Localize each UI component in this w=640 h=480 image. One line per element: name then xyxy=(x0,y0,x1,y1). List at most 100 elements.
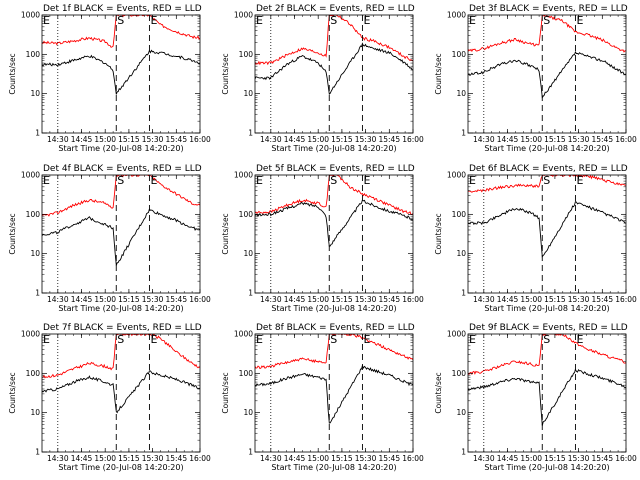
x-tick-label: 15:00 xyxy=(307,295,329,304)
x-tick-label: 15:00 xyxy=(520,454,542,463)
x-tick-label: 14:30 xyxy=(47,454,69,463)
marker-label: S xyxy=(117,14,124,27)
x-tick-label: 15:30 xyxy=(355,295,377,304)
x-tick-label: 16:00 xyxy=(615,454,637,463)
x-tick-label: 14:30 xyxy=(473,135,495,144)
x-tick-label: 15:15 xyxy=(118,295,140,304)
lld-series-line xyxy=(42,15,200,48)
y-tick-label: 1000 xyxy=(447,171,466,180)
x-tick-label: 14:30 xyxy=(473,454,495,463)
marker-label: S xyxy=(543,14,550,27)
x-tick-label: 15:45 xyxy=(378,454,400,463)
marker-label: E xyxy=(150,174,157,187)
chart-title: Det 7f BLACK = Events, RED = LLD xyxy=(43,323,202,333)
chart-title: Det 3f BLACK = Events, RED = LLD xyxy=(469,4,628,14)
lld-series-line xyxy=(255,15,413,66)
x-axis-label: Start Time (20-Jul-08 14:20:20) xyxy=(484,304,609,313)
y-tick-label: 100 xyxy=(452,50,467,59)
y-tick-label: 100 xyxy=(452,369,467,378)
x-tick-label: 15:15 xyxy=(544,295,566,304)
y-tick-label: 1 xyxy=(461,129,466,138)
plot-frame xyxy=(467,14,627,134)
lld-series-line xyxy=(255,334,413,370)
x-axis-label: Start Time (20-Jul-08 14:20:20) xyxy=(271,304,396,313)
x-tick-label: 16:00 xyxy=(402,295,424,304)
y-tick-label: 10 xyxy=(243,408,253,417)
marker-label: E xyxy=(363,174,370,187)
x-tick-label: 15:45 xyxy=(165,135,187,144)
x-tick-label: 15:15 xyxy=(544,454,566,463)
lld-series-line xyxy=(255,175,413,215)
marker-label: E xyxy=(256,333,263,346)
y-axis-label: Counts/sec xyxy=(434,213,443,254)
plot-frame xyxy=(41,174,201,294)
marker-label: E xyxy=(43,333,50,346)
events-series-line xyxy=(468,200,626,258)
x-tick-label: 15:45 xyxy=(591,135,613,144)
y-tick-label: 10 xyxy=(456,408,466,417)
y-tick-label: 10 xyxy=(243,89,253,98)
x-tick-label: 15:00 xyxy=(307,454,329,463)
x-tick-label: 15:30 xyxy=(142,295,164,304)
x-tick-label: 14:45 xyxy=(71,295,93,304)
x-tick-label: 15:00 xyxy=(520,295,542,304)
y-tick-label: 10 xyxy=(456,89,466,98)
x-tick-label: 16:00 xyxy=(615,295,637,304)
x-tick-label: 14:45 xyxy=(497,454,519,463)
y-axis-label: Counts/sec xyxy=(8,213,17,254)
plot-frame xyxy=(467,333,627,453)
y-tick-label: 1 xyxy=(35,448,40,457)
x-tick-label: 15:30 xyxy=(568,295,590,304)
y-tick-label: 10 xyxy=(456,249,466,258)
x-tick-label: 14:30 xyxy=(473,295,495,304)
y-axis-label: Counts/sec xyxy=(221,213,230,254)
marker-label: E xyxy=(150,333,157,346)
x-tick-label: 16:00 xyxy=(402,135,424,144)
y-tick-label: 1000 xyxy=(447,11,466,20)
marker-label: S xyxy=(330,174,337,187)
x-axis-label: Start Time (20-Jul-08 14:20:20) xyxy=(58,304,183,313)
x-tick-label: 14:45 xyxy=(71,135,93,144)
y-tick-label: 1000 xyxy=(234,330,253,339)
events-series-line xyxy=(255,199,413,247)
marker-label: E xyxy=(256,14,263,27)
y-tick-label: 100 xyxy=(239,369,254,378)
marker-label: S xyxy=(330,14,337,27)
marker-label: E xyxy=(469,333,476,346)
marker-label: E xyxy=(576,333,583,346)
x-tick-label: 14:30 xyxy=(260,135,282,144)
y-axis-label: Counts/sec xyxy=(434,53,443,94)
x-tick-label: 15:30 xyxy=(568,454,590,463)
x-tick-label: 14:45 xyxy=(284,295,306,304)
marker-label: S xyxy=(117,333,124,346)
y-axis-label: Counts/sec xyxy=(434,372,443,413)
y-tick-label: 100 xyxy=(239,210,254,219)
y-tick-label: 10 xyxy=(30,408,40,417)
marker-label: E xyxy=(363,14,370,27)
y-tick-label: 1000 xyxy=(21,330,40,339)
x-tick-label: 15:30 xyxy=(568,135,590,144)
y-tick-label: 10 xyxy=(30,89,40,98)
plot-frame xyxy=(254,174,414,294)
marker-label: S xyxy=(543,333,550,346)
y-tick-label: 1 xyxy=(248,289,253,298)
x-tick-label: 16:00 xyxy=(615,135,637,144)
marker-label: S xyxy=(117,174,124,187)
x-tick-label: 15:00 xyxy=(307,135,329,144)
marker-label: E xyxy=(150,14,157,27)
x-axis-label: Start Time (20-Jul-08 14:20:20) xyxy=(271,144,396,153)
x-tick-label: 15:45 xyxy=(165,454,187,463)
y-tick-label: 1 xyxy=(461,289,466,298)
x-tick-label: 15:00 xyxy=(94,454,116,463)
x-tick-label: 14:45 xyxy=(71,454,93,463)
x-tick-label: 15:15 xyxy=(544,135,566,144)
x-tick-label: 15:15 xyxy=(331,295,353,304)
y-axis-label: Counts/sec xyxy=(221,372,230,413)
y-tick-label: 1 xyxy=(248,448,253,457)
